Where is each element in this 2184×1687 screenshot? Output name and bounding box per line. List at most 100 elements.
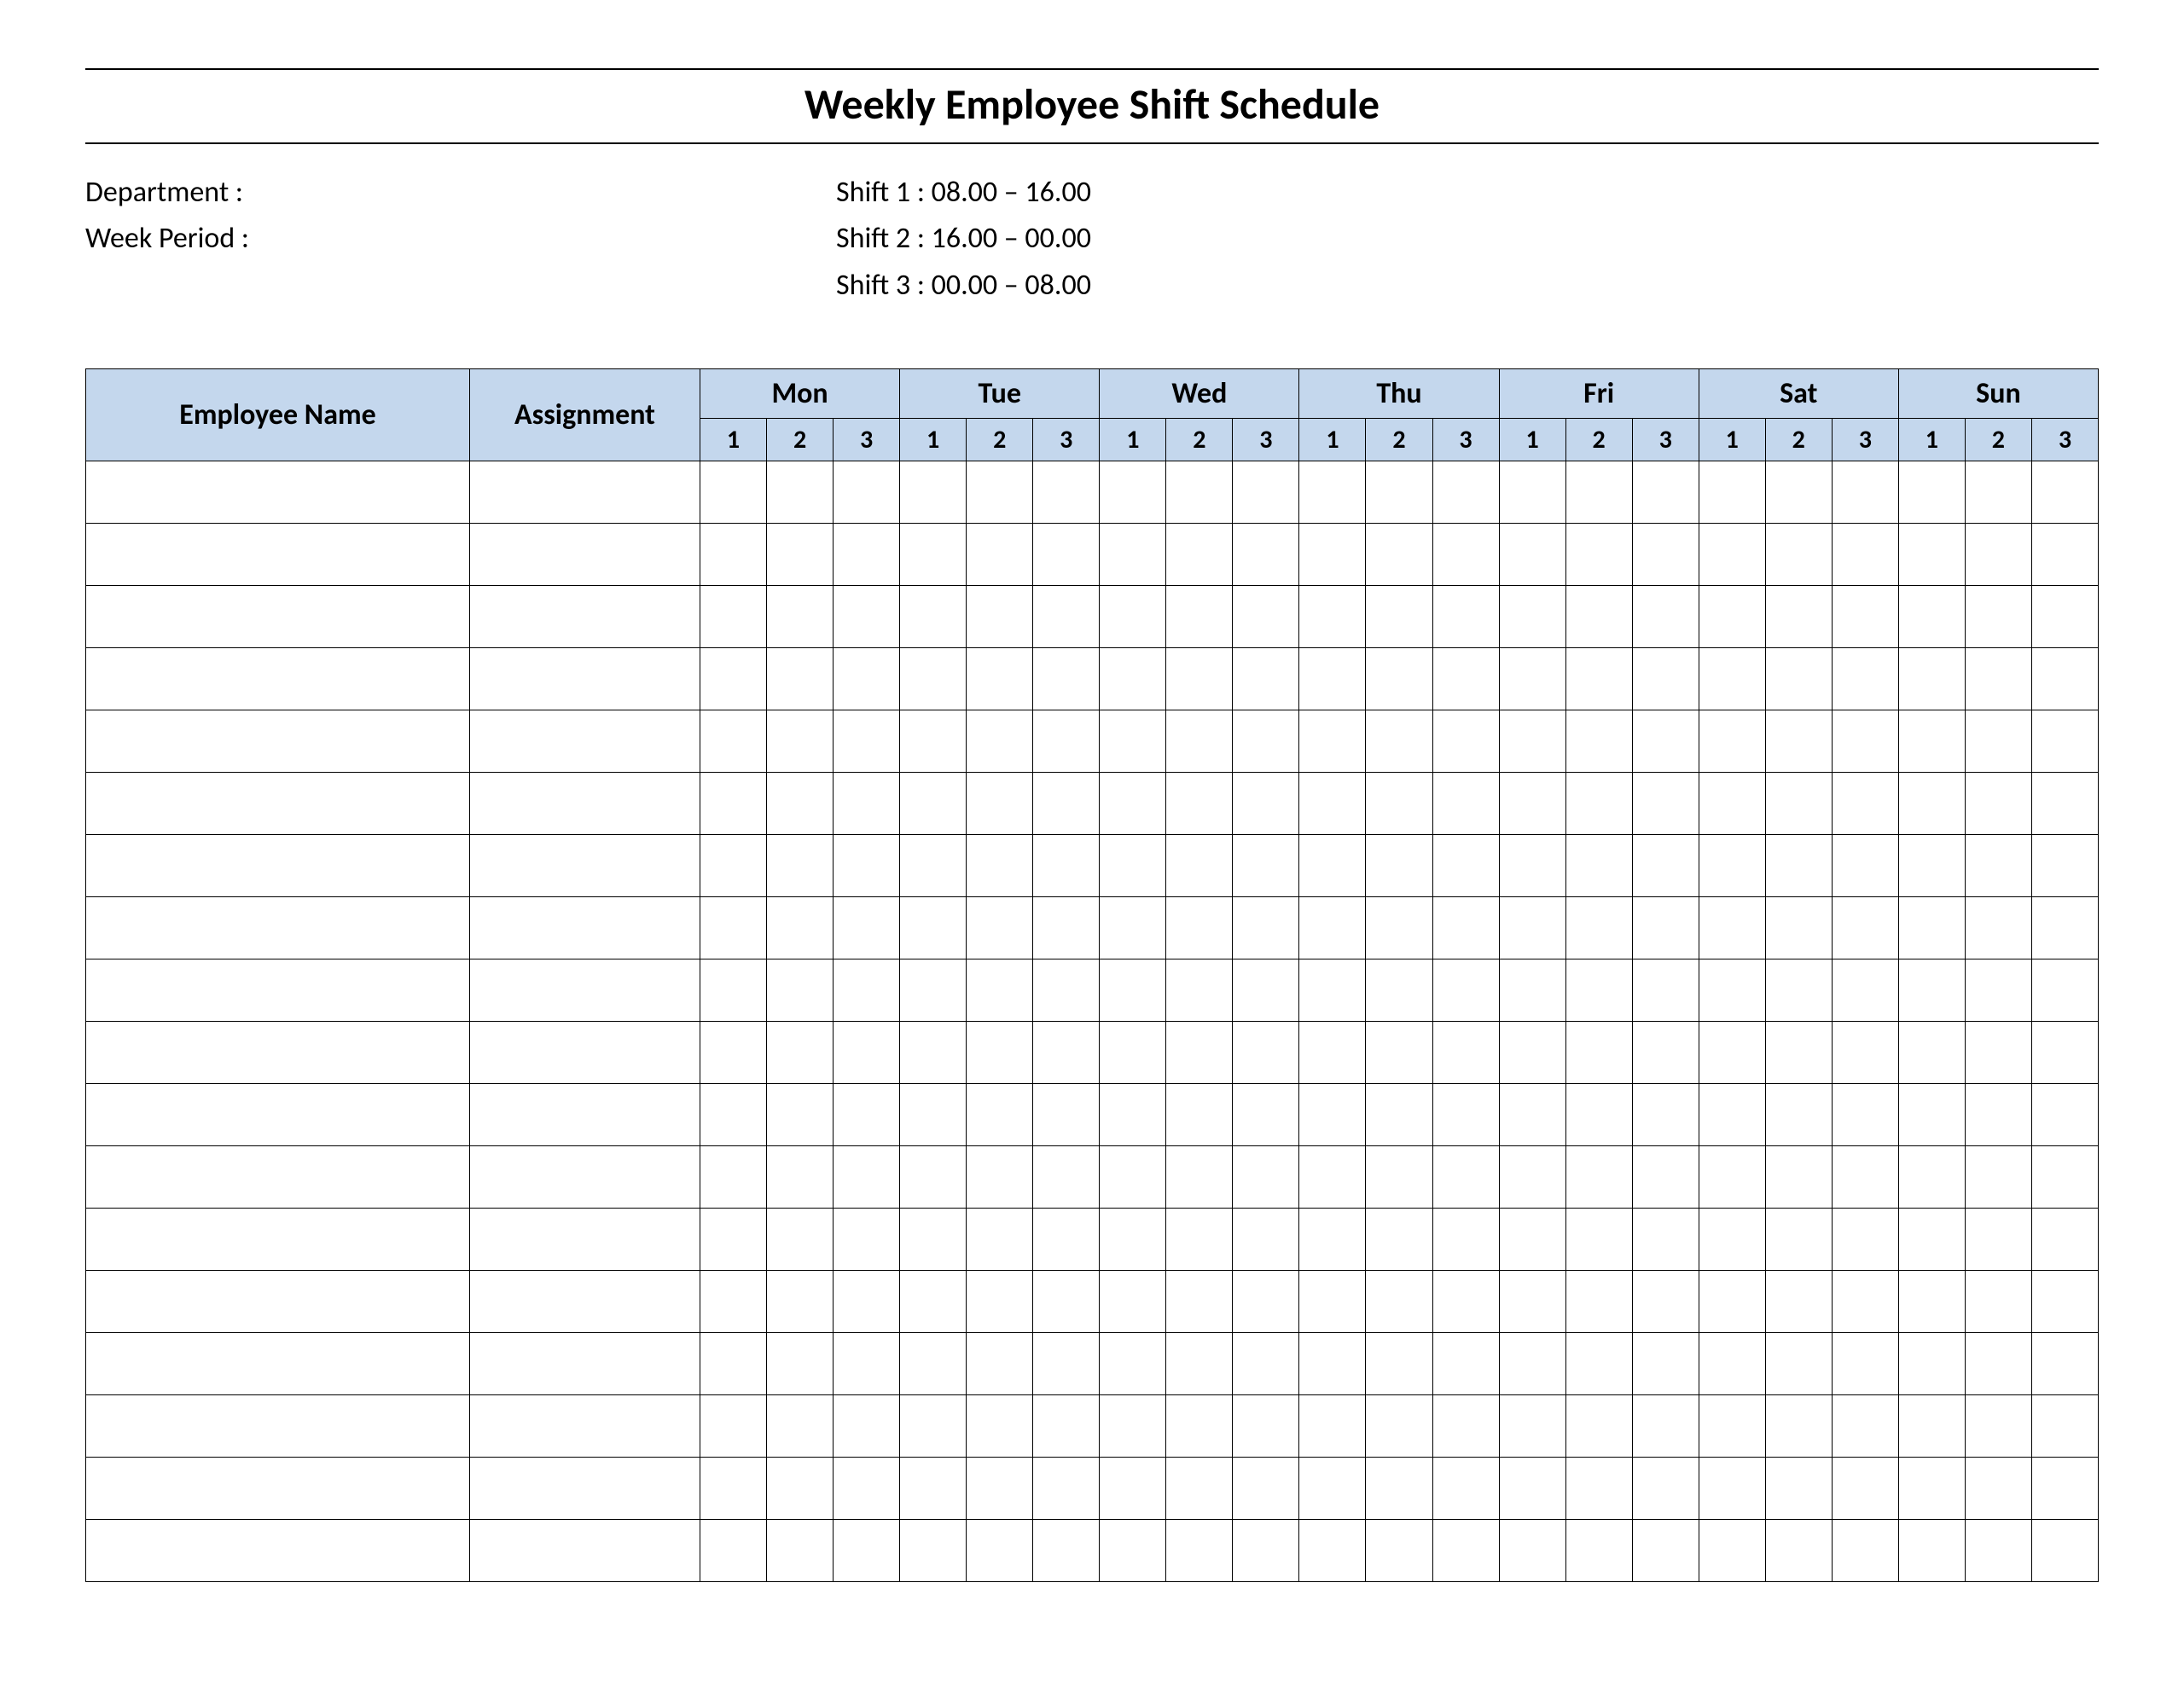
page-title: Weekly Employee Shift Schedule xyxy=(804,78,1380,130)
table-cell xyxy=(900,959,967,1022)
table-cell xyxy=(1100,959,1166,1022)
table-row xyxy=(86,1022,2099,1084)
table-cell xyxy=(1499,773,1565,835)
table-cell xyxy=(1166,1209,1233,1271)
col-day-sun: Sun xyxy=(1898,369,2098,419)
col-day-thu: Thu xyxy=(1299,369,1499,419)
table-cell xyxy=(470,1022,700,1084)
table-cell xyxy=(2031,897,2098,959)
table-cell xyxy=(1632,773,1699,835)
table-row xyxy=(86,1395,2099,1458)
table-cell xyxy=(1432,1333,1499,1395)
table-cell xyxy=(834,1333,900,1395)
table-cell xyxy=(1033,1084,1100,1146)
table-cell xyxy=(900,1084,967,1146)
table-cell xyxy=(1898,1022,1965,1084)
table-cell xyxy=(2031,461,2098,524)
table-cell xyxy=(1765,461,1832,524)
table-cell xyxy=(1765,1333,1832,1395)
table-cell xyxy=(1033,648,1100,710)
table-cell xyxy=(1366,710,1432,773)
table-cell xyxy=(1166,1022,1233,1084)
table-cell xyxy=(1299,773,1366,835)
table-cell xyxy=(900,835,967,897)
table-cell xyxy=(834,1458,900,1520)
table-cell xyxy=(1632,586,1699,648)
table-row xyxy=(86,1271,2099,1333)
table-cell xyxy=(1432,648,1499,710)
table-cell xyxy=(1699,1520,1765,1582)
table-cell xyxy=(86,959,470,1022)
col-shift-num: 2 xyxy=(1565,419,1632,461)
table-cell xyxy=(1965,959,2031,1022)
col-shift-num: 1 xyxy=(1499,419,1565,461)
table-cell xyxy=(1565,710,1632,773)
table-cell xyxy=(1565,461,1632,524)
schedule-table: Employee Name Assignment Mon Tue Wed Thu… xyxy=(85,368,2099,1582)
table-row xyxy=(86,1209,2099,1271)
table-cell xyxy=(1100,1271,1166,1333)
table-cell xyxy=(1033,897,1100,959)
table-cell xyxy=(1033,586,1100,648)
table-cell xyxy=(767,1146,834,1209)
table-cell xyxy=(1366,897,1432,959)
table-cell xyxy=(1166,1146,1233,1209)
table-cell xyxy=(1233,773,1299,835)
table-cell xyxy=(1033,1458,1100,1520)
table-cell xyxy=(967,1146,1033,1209)
table-cell xyxy=(1965,586,2031,648)
table-cell xyxy=(1765,959,1832,1022)
table-cell xyxy=(1299,1022,1366,1084)
table-cell xyxy=(1299,959,1366,1022)
table-row xyxy=(86,710,2099,773)
table-cell xyxy=(1965,897,2031,959)
col-shift-num: 2 xyxy=(967,419,1033,461)
table-cell xyxy=(700,648,767,710)
col-shift-num: 1 xyxy=(1898,419,1965,461)
col-shift-num: 3 xyxy=(2031,419,2098,461)
table-cell xyxy=(700,1395,767,1458)
table-cell xyxy=(1299,524,1366,586)
table-cell xyxy=(1832,1333,1898,1395)
col-shift-num: 1 xyxy=(1100,419,1166,461)
table-cell xyxy=(2031,1209,2098,1271)
table-cell xyxy=(470,586,700,648)
table-cell xyxy=(1366,586,1432,648)
table-cell xyxy=(1499,1146,1565,1209)
table-cell xyxy=(700,897,767,959)
table-row xyxy=(86,648,2099,710)
col-shift-num: 1 xyxy=(1299,419,1366,461)
table-cell xyxy=(1366,648,1432,710)
table-cell xyxy=(700,710,767,773)
table-cell xyxy=(1565,1022,1632,1084)
table-cell xyxy=(1565,1209,1632,1271)
table-cell xyxy=(1100,1209,1166,1271)
table-cell xyxy=(1299,1084,1366,1146)
table-cell xyxy=(1898,586,1965,648)
table-cell xyxy=(1366,1520,1432,1582)
table-cell xyxy=(86,1209,470,1271)
table-cell xyxy=(1965,1271,2031,1333)
table-cell xyxy=(767,1084,834,1146)
table-cell xyxy=(1765,648,1832,710)
table-cell xyxy=(470,524,700,586)
table-cell xyxy=(1166,1271,1233,1333)
table-cell xyxy=(1832,1395,1898,1458)
table-cell xyxy=(1499,1520,1565,1582)
table-cell xyxy=(700,1520,767,1582)
table-cell xyxy=(1299,648,1366,710)
table-cell xyxy=(1432,1395,1499,1458)
table-cell xyxy=(1033,1520,1100,1582)
table-cell xyxy=(1499,524,1565,586)
table-cell xyxy=(1166,586,1233,648)
table-cell xyxy=(1499,1022,1565,1084)
table-cell xyxy=(1233,524,1299,586)
table-cell xyxy=(86,648,470,710)
table-cell xyxy=(1499,1395,1565,1458)
table-cell xyxy=(2031,835,2098,897)
table-cell xyxy=(1499,586,1565,648)
table-cell xyxy=(700,1084,767,1146)
table-cell xyxy=(767,461,834,524)
table-cell xyxy=(86,1333,470,1395)
table-cell xyxy=(900,586,967,648)
